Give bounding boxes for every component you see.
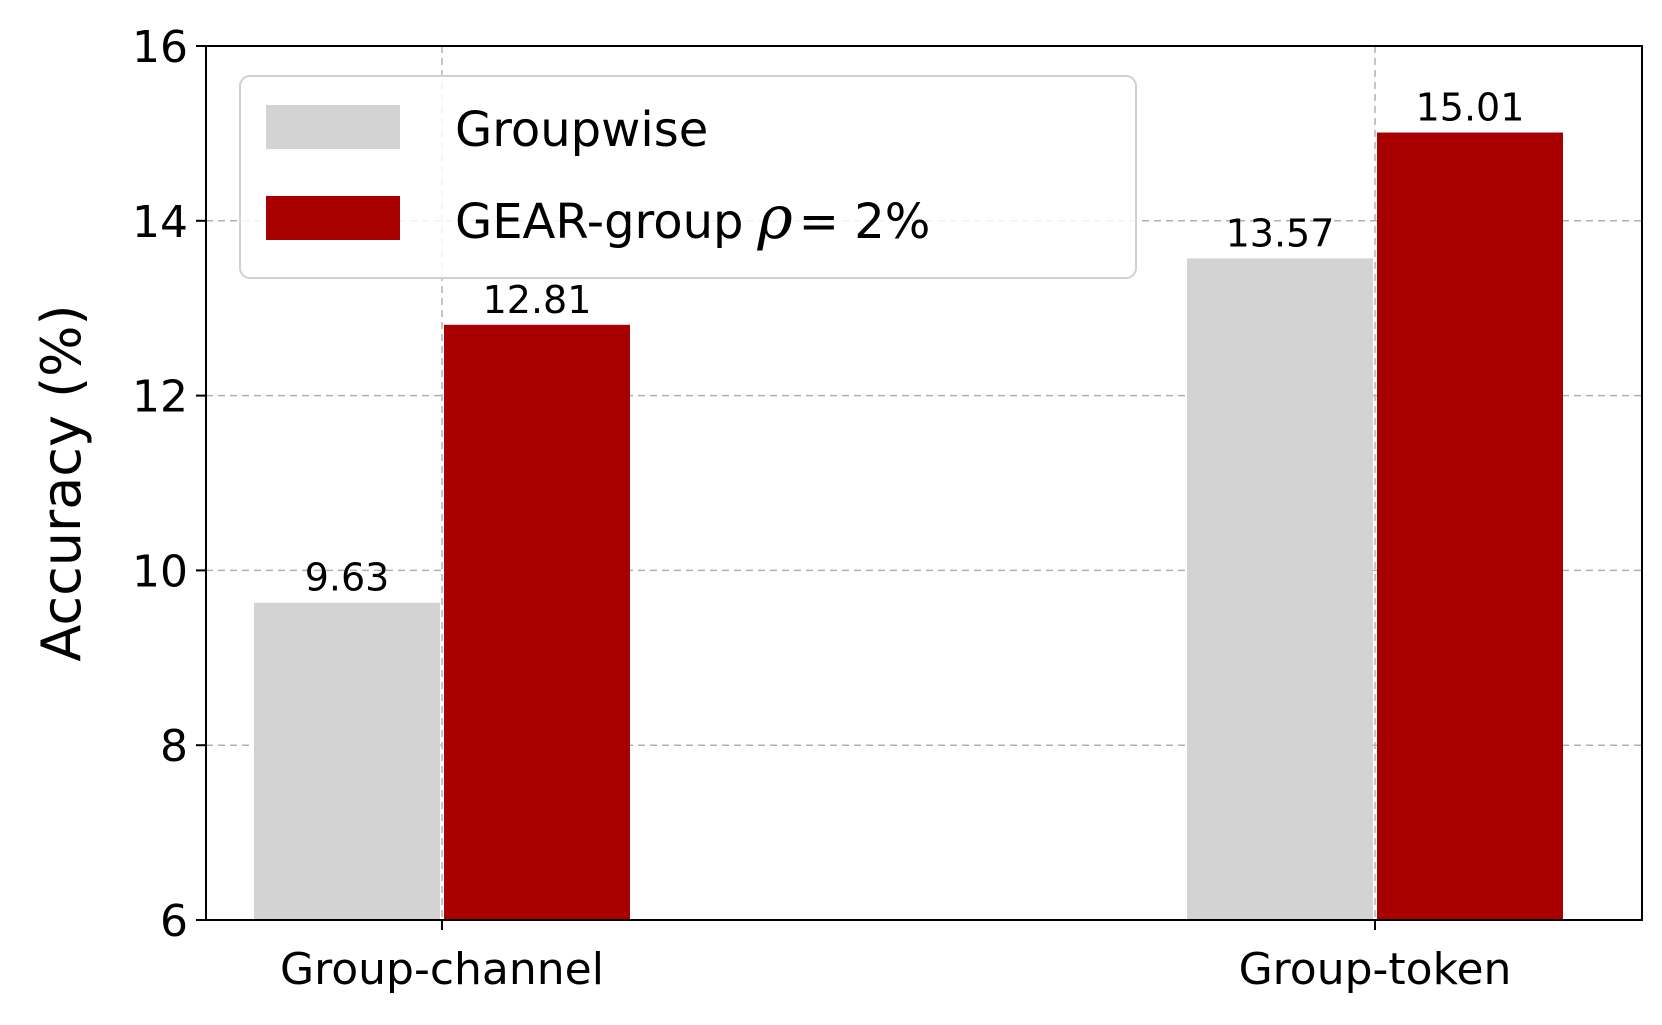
y-axis-title: Accuracy (%) <box>30 304 93 661</box>
x-axis-ticks: Group-channel Group-token <box>280 920 1511 995</box>
legend-gear-suffix: = 2% <box>799 194 931 250</box>
plot-frame <box>205 45 1643 921</box>
y-tick-label: 14 <box>132 197 188 248</box>
legend-swatch-groupwise <box>266 105 400 149</box>
bar-gear-group <box>444 324 630 920</box>
y-axis-ticks: 6 8 10 12 14 16 <box>132 22 206 947</box>
y-tick-label: 16 <box>132 22 188 73</box>
bar-gear-group <box>1377 132 1563 920</box>
x-tick-label: Group-channel <box>280 944 604 995</box>
legend-label-groupwise: Groupwise <box>455 102 708 158</box>
legend-gear-prefix: GEAR-group <box>455 194 744 250</box>
bar-value-label: 15.01 <box>1416 86 1525 130</box>
y-tick-label: 10 <box>132 546 188 597</box>
bars-layer <box>254 132 1563 921</box>
bar-groupwise <box>1187 258 1373 921</box>
legend: Groupwise GEAR-group ρ = 2% <box>239 75 1137 279</box>
y-tick-label: 6 <box>160 896 188 947</box>
bar-value-label: 9.63 <box>305 556 390 600</box>
y-tick-label: 8 <box>160 721 188 772</box>
legend-rho-symbol: ρ <box>757 183 793 253</box>
legend-box <box>239 75 1137 279</box>
bar-value-label: 13.57 <box>1226 211 1335 255</box>
legend-label-gear-group: GEAR-group ρ = 2% <box>455 183 930 253</box>
bar-value-label: 12.81 <box>483 278 592 322</box>
value-labels-layer: 9.63 13.57 12.81 15.01 <box>305 86 1525 600</box>
legend-swatch-gear-group <box>266 196 400 240</box>
bar-groupwise <box>254 602 440 920</box>
y-tick-label: 12 <box>132 372 188 423</box>
x-tick-label: Group-token <box>1239 944 1512 995</box>
